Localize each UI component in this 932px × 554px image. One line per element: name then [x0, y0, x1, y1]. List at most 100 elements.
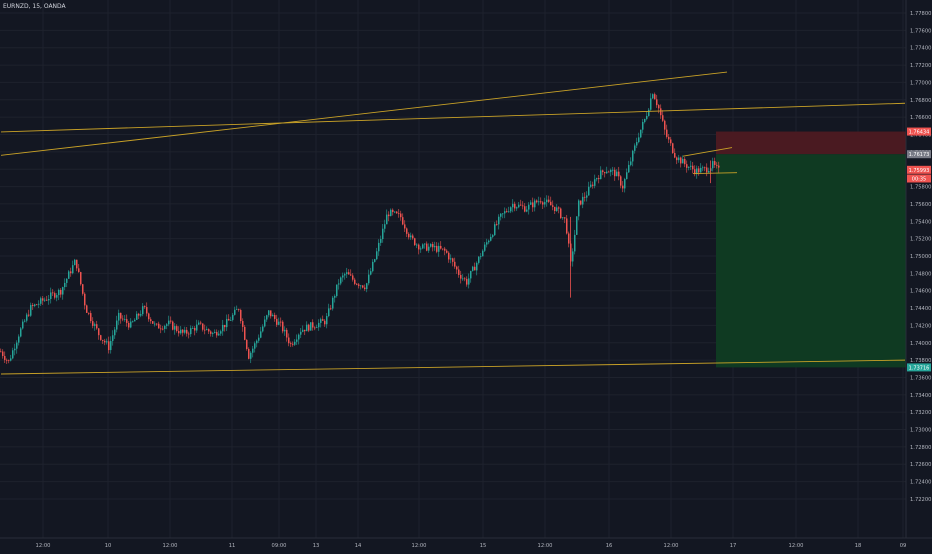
trendline[interactable]: [0, 71, 728, 156]
candle-body: [252, 348, 254, 353]
candle-body: [56, 295, 58, 298]
candle-body: [360, 285, 362, 287]
candle-body: [370, 271, 372, 275]
candle-body: [654, 94, 656, 100]
candle-body: [148, 313, 150, 320]
candle-body: [324, 320, 326, 325]
candle-body: [152, 321, 154, 324]
candle-body: [344, 274, 346, 276]
candle-body: [186, 329, 188, 334]
time-tick-label: 10: [105, 543, 112, 549]
time-tick-label: 13: [313, 543, 320, 549]
candle-body: [546, 199, 548, 203]
candle-body: [418, 244, 420, 250]
candle-body: [618, 171, 620, 177]
trendline[interactable]: [0, 359, 906, 375]
candle-body: [700, 167, 702, 173]
candle-body: [486, 242, 488, 245]
candle-body: [66, 278, 68, 283]
candle-body: [208, 329, 210, 332]
trendline[interactable]: [692, 172, 738, 174]
candle-body: [230, 319, 232, 321]
candle-body: [534, 200, 536, 208]
price-tick-label: 1.75600: [910, 202, 931, 208]
candle-body: [272, 314, 274, 317]
candle-body: [284, 329, 286, 332]
candle-body: [670, 139, 672, 144]
candle-body: [204, 329, 206, 331]
candle-body: [646, 115, 648, 119]
candle-body: [188, 333, 190, 335]
price-tick-label: 1.75000: [910, 254, 931, 260]
candle-body: [338, 283, 340, 285]
candle-body: [304, 329, 306, 332]
candle-body: [224, 324, 226, 328]
candle-body: [712, 161, 714, 169]
candle-body: [140, 314, 142, 316]
price-label-text: 1.76434: [909, 130, 930, 136]
candle-body: [478, 256, 480, 263]
candle-body: [42, 298, 44, 301]
candle-body: [178, 330, 180, 334]
trendline[interactable]: [0, 102, 906, 133]
time-axis[interactable]: 12:00 10 12:00 11 09:00 13 14 12:00 15 12:00 16 12:…: [0, 537, 932, 549]
time-tick-label: 12:00: [789, 543, 804, 549]
candle-body: [530, 202, 532, 205]
candle-body: [388, 214, 390, 217]
price-tick-label: 1.77800: [910, 11, 931, 17]
candle-body: [312, 322, 314, 328]
price-tick-label: 1.73200: [910, 410, 931, 416]
candle-body: [640, 129, 642, 138]
candle-body: [392, 209, 394, 213]
candle-body: [678, 157, 680, 161]
candle-body: [124, 319, 126, 320]
candle-body: [292, 343, 294, 345]
candle-body: [684, 158, 686, 165]
candle-body: [632, 150, 634, 162]
candle-body: [362, 285, 364, 288]
candle-body: [330, 308, 332, 310]
candle-body: [420, 248, 422, 250]
candle-body: [580, 200, 582, 205]
price-label-text: 1.76173: [909, 152, 930, 158]
candle-body: [630, 161, 632, 165]
candle-body: [634, 145, 636, 151]
take-profit-zone[interactable]: [716, 154, 906, 368]
price-tick-label: 1.72600: [910, 462, 931, 468]
candle-body: [510, 207, 512, 212]
price-tick-label: 1.73000: [910, 428, 931, 434]
candle-body: [414, 238, 416, 246]
trendline[interactable]: [682, 147, 733, 157]
stop-loss-zone[interactable]: [716, 131, 906, 155]
candle-body: [458, 269, 460, 275]
candle-body: [122, 318, 124, 320]
time-tick-label: 09:00: [272, 543, 287, 549]
candle-body: [346, 272, 348, 275]
candle-body: [282, 321, 284, 332]
price-axis[interactable]: 1.77800 1.77600 1.77400 1.77200 1.77000 1.768…: [905, 0, 931, 538]
candle-body: [80, 272, 82, 285]
candle-body: [114, 329, 116, 336]
candle-body: [672, 143, 674, 153]
candle-body: [498, 216, 500, 225]
candle-body: [264, 319, 266, 327]
candle-body: [182, 329, 184, 333]
candle-body: [450, 258, 452, 260]
candle-body: [648, 109, 650, 116]
symbol-title: EURNZD, 15, OANDA: [3, 3, 66, 10]
candle-body: [16, 342, 18, 349]
trendlines-layer[interactable]: [0, 71, 906, 375]
candle-body: [96, 324, 98, 329]
candle-body: [552, 205, 554, 207]
candle-body: [154, 323, 156, 325]
candle-body: [708, 170, 710, 173]
candle-body: [624, 179, 626, 189]
candle-body: [70, 271, 72, 274]
price-tick-label: 1.76800: [910, 98, 931, 104]
candle-body: [508, 211, 510, 213]
candle-body: [466, 278, 468, 285]
candle-body: [558, 207, 560, 209]
price-label-text: 1.73716: [909, 365, 930, 371]
